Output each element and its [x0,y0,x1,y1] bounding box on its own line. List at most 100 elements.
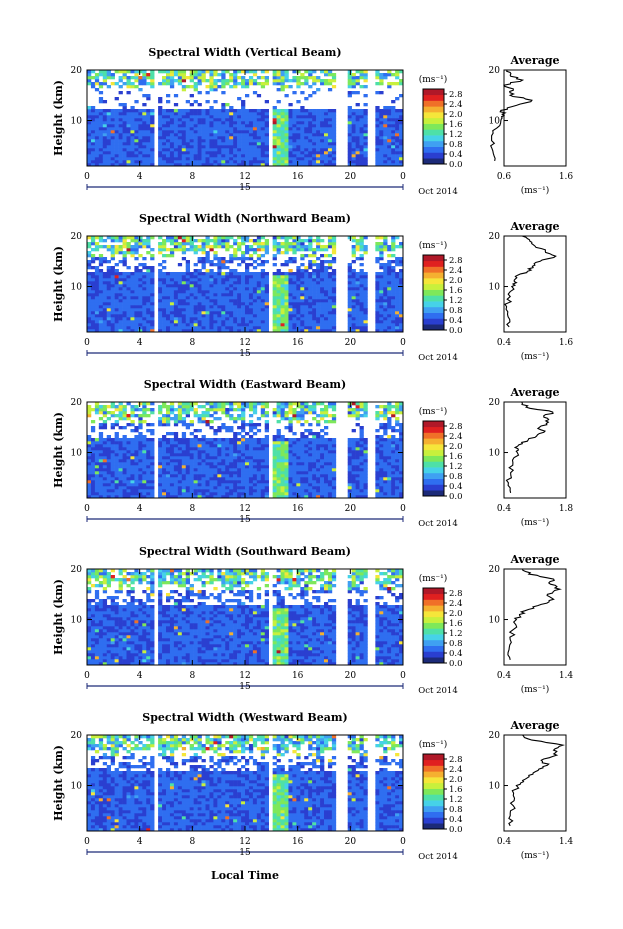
heatmap-cell [138,486,143,490]
heatmap-cell [126,109,131,113]
heatmap-cell [142,121,147,125]
heatmap-cell [201,453,206,457]
heatmap-cell [304,239,309,243]
heatmap-cell [158,251,163,255]
heatmap-cell [118,477,123,481]
heatmap-cell [134,130,139,134]
heatmap-cell [237,489,242,493]
heatmap-cell [276,320,281,324]
heatmap-cell [142,414,147,418]
heatmap-cell [316,257,321,261]
heatmap-cell [379,302,384,306]
heatmap-cell [158,97,163,101]
heatmap-cell [87,468,92,472]
heatmap-cell [387,311,392,315]
heatmap-cell [110,254,115,258]
heatmap-cell [189,115,194,119]
heatmap-cell [375,160,380,164]
heatmap-cell [316,290,321,294]
heatmap-cell [331,278,337,282]
heatmap-cell [217,426,222,430]
heatmap-cell [158,130,163,134]
heatmap-cell [351,293,356,297]
heatmap-cell [94,281,100,285]
heatmap-cell [173,124,179,128]
heatmap-cell [162,112,167,116]
heatmap-cell [87,474,92,478]
heatmap-cell [169,329,175,333]
heatmap-cell [331,79,337,83]
heatmap-cell [280,305,285,309]
heatmap-cell [399,302,404,306]
heatmap-cell [193,248,198,252]
heatmap-cell [193,115,198,119]
heatmap-cell [110,468,115,472]
heatmap-cell [391,323,396,327]
heatmap-cell [395,284,400,288]
heatmap-cell [241,489,246,493]
heatmap-cell [118,311,123,315]
heatmap-cell [130,450,135,454]
heatmap-cell [312,115,317,119]
heatmap-cell [391,136,396,140]
heatmap-cell [233,293,238,297]
heatmap-cell [158,163,163,167]
heatmap-cell [296,142,301,146]
heatmap-cell [114,239,119,243]
heatmap-cell [193,492,198,496]
heatmap-cell [237,124,242,128]
heatmap-cell [189,320,194,324]
heatmap-cell [130,477,135,481]
heatmap-cell [94,242,100,246]
heatmap-cell [316,287,321,291]
heatmap-cell [130,311,135,315]
heatmap-cell [138,296,143,300]
heatmap-cell [98,112,104,116]
heatmap-cell [248,118,254,122]
heatmap-cell [331,76,337,80]
heatmap-cell [221,266,226,270]
heatmap-cell [106,124,111,128]
heatmap-cell [312,308,317,312]
heatmap-cell [87,317,92,321]
heatmap-cell [245,145,250,149]
heatmap-cell [169,459,175,463]
heatmap-cell [300,82,305,86]
heatmap-cell [173,278,179,282]
heatmap-cell [118,118,123,122]
heatmap-cell [138,311,143,315]
heatmap-cell [177,477,183,481]
heatmap-cell [118,444,123,448]
heatmap-cell [225,136,230,140]
heatmap-cell [395,287,400,291]
heatmap-cell [158,133,163,137]
heatmap-cell [158,151,163,155]
heatmap-cell [229,118,234,122]
heatmap-cell [102,420,108,424]
heatmap-cell [256,82,262,86]
heatmap-cell [193,444,198,448]
heatmap-cell [90,317,96,321]
heatmap-cell [102,305,108,309]
heatmap-cell [142,317,147,321]
heatmap-cell [130,489,135,493]
heatmap-cell [375,242,380,246]
heatmap-cell [260,112,266,116]
heatmap-cell [399,115,404,119]
heatmap-cell [197,157,202,161]
heatmap-cell [241,429,246,433]
heatmap-cell [217,242,222,246]
heatmap-cell [221,242,226,246]
heatmap-cell [130,420,135,424]
heatmap-cell [189,459,194,463]
heatmap-cell [110,459,115,463]
heatmap-cell [134,251,139,255]
heatmap-cell [245,329,250,333]
heatmap-cell [312,109,317,113]
heatmap-cell [217,474,222,478]
heatmap-cell [217,163,222,167]
heatmap-cell [252,248,258,252]
heatmap-cell [264,154,269,158]
colorbar-swatch [423,146,444,153]
heatmap-cell [225,453,230,457]
